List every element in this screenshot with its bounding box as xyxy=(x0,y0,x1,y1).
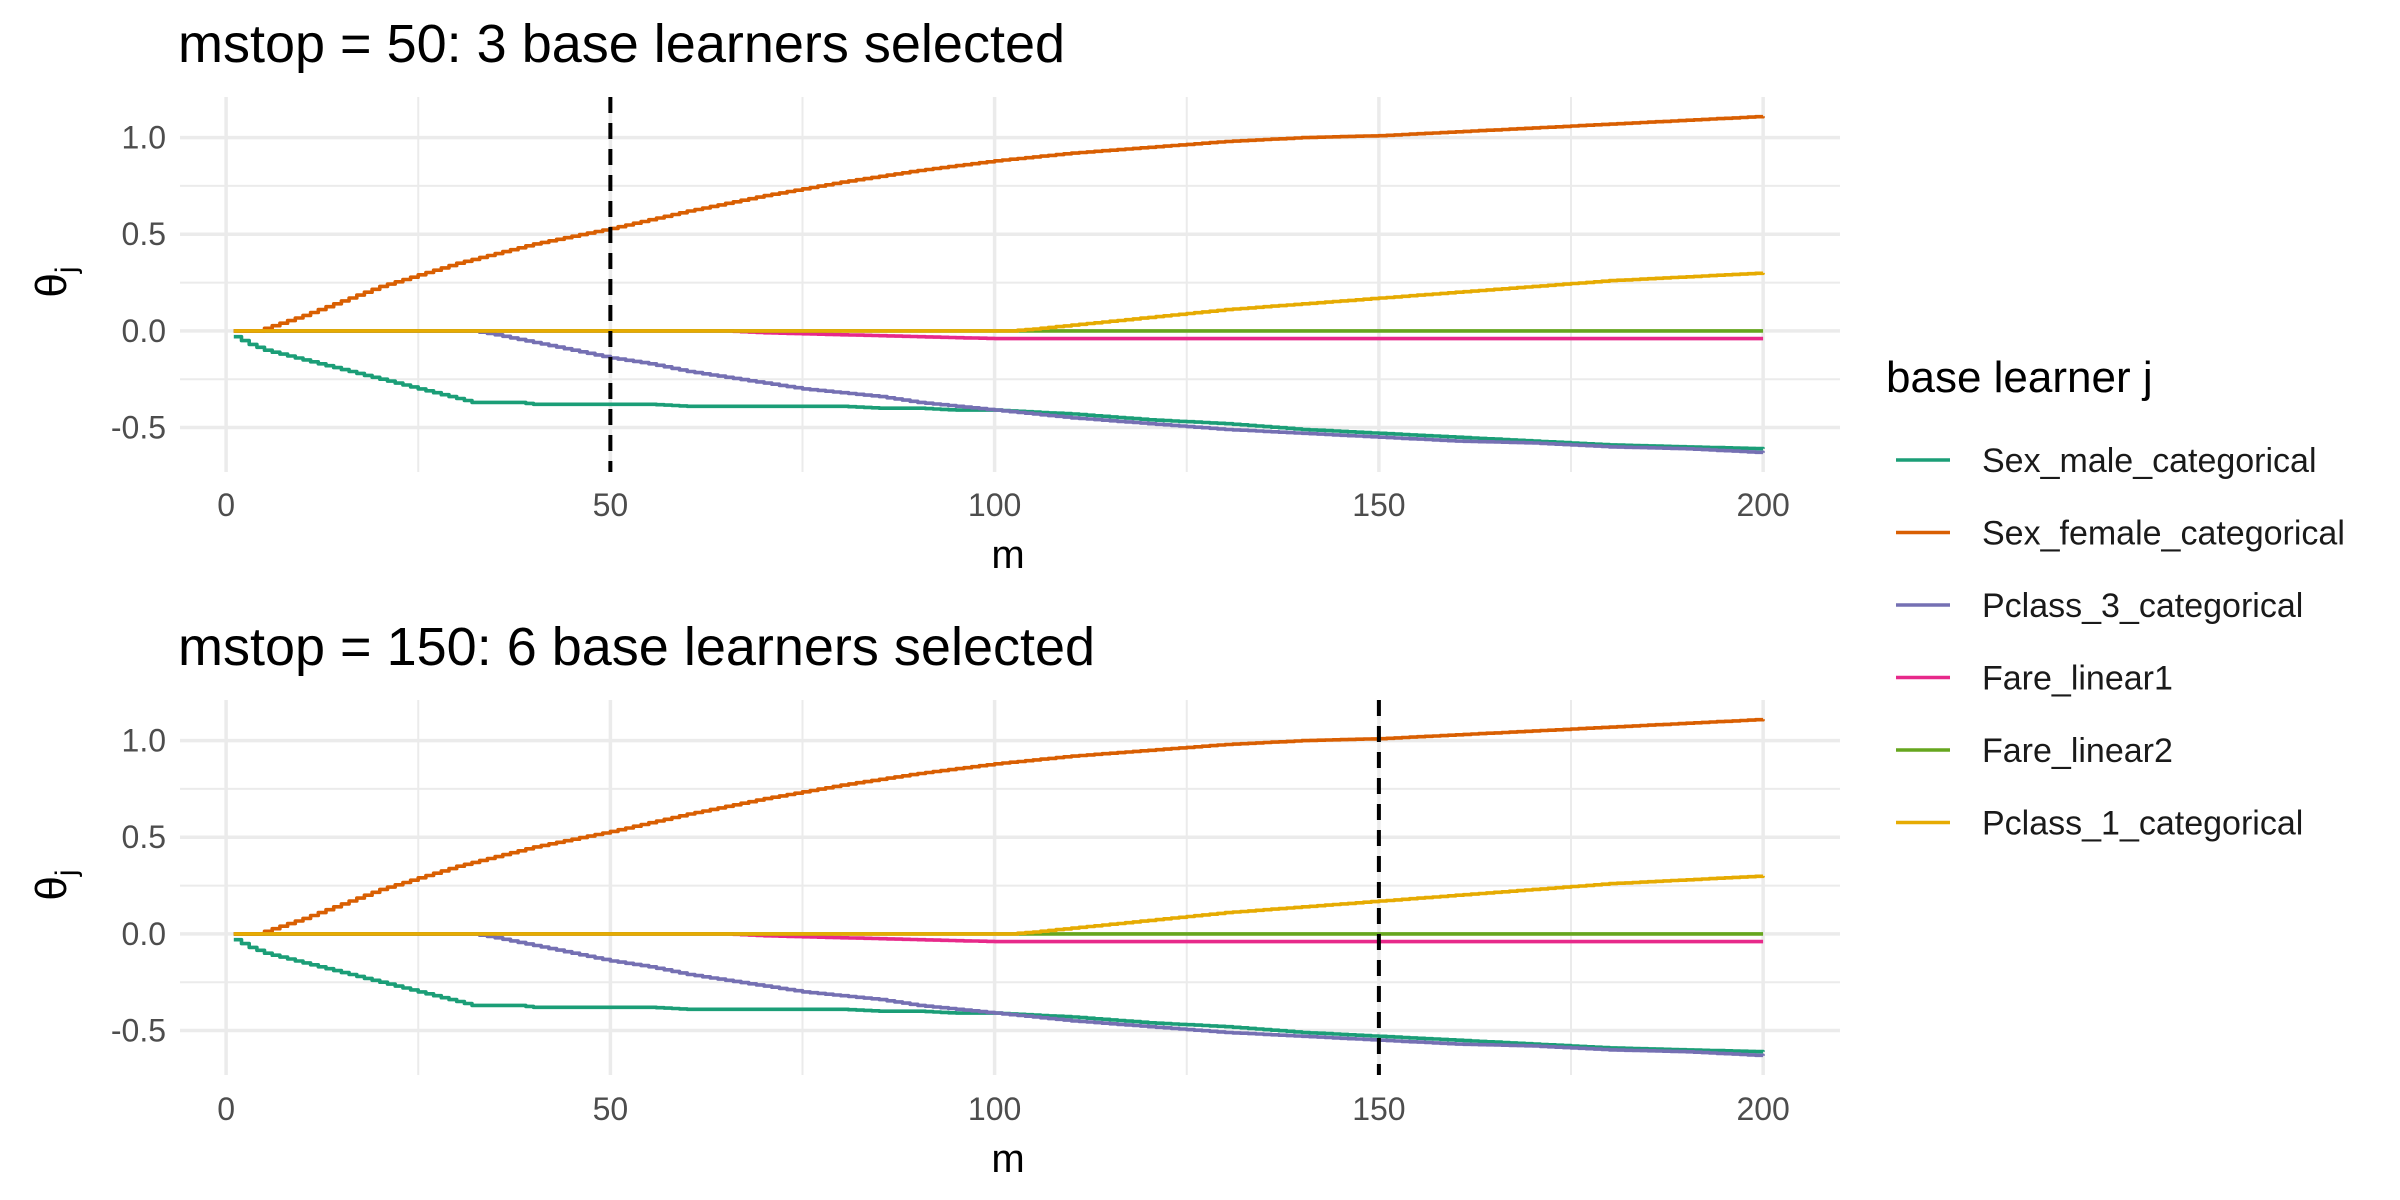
y-tick-label: 1.0 xyxy=(122,120,166,156)
legend-label: Fare_linear1 xyxy=(1982,660,2173,698)
series-line-Pclass_1_categorical xyxy=(233,874,1765,936)
x-tick-label: 200 xyxy=(1736,487,1789,523)
y-tick-label: 0.0 xyxy=(122,313,166,349)
x-tick-label: 100 xyxy=(968,1091,1021,1127)
y-axis-title: θj xyxy=(27,869,83,900)
x-tick-label: 0 xyxy=(217,1091,235,1127)
x-tick-label: 50 xyxy=(593,487,629,523)
panel-mstop-50: mstop = 50: 3 base learners selected 0 50… xyxy=(27,14,1840,577)
y-axis-title-subscript: j xyxy=(50,869,83,877)
series-line-Sex_female_categorical xyxy=(233,717,1765,936)
legend-items: Sex_male_categorical Sex_female_categoric… xyxy=(1896,442,2345,843)
y-tick-label: -0.5 xyxy=(111,1013,166,1049)
series-line-Sex_female_categorical xyxy=(233,114,1765,333)
legend-item: Sex_female_categorical xyxy=(1896,515,2345,553)
legend-item: Pclass_1_categorical xyxy=(1896,805,2303,843)
legend: base learner j Sex_male_categorical Sex_f… xyxy=(1886,353,2345,843)
legend-item: Fare_linear2 xyxy=(1896,732,2173,770)
y-axis-title-main: θ xyxy=(27,273,76,297)
legend-label: Pclass_3_categorical xyxy=(1982,587,2303,625)
grid xyxy=(180,97,1840,472)
legend-item: Fare_linear1 xyxy=(1896,660,2173,698)
x-tick-label: 150 xyxy=(1352,487,1405,523)
y-axis-title-main: θ xyxy=(27,876,76,900)
legend-label: Pclass_1_categorical xyxy=(1982,805,2303,843)
series-line-Pclass_1_categorical xyxy=(233,271,1765,333)
series-layer xyxy=(233,717,1765,1058)
x-tick-label: 200 xyxy=(1736,1091,1789,1127)
x-axis-title: m xyxy=(991,1137,1024,1181)
x-tick-label: 0 xyxy=(217,487,235,523)
tick-labels: 0 50 100 150 200 -0.5 0.0 0.5 1.0 xyxy=(111,120,1790,523)
series-line-Sex_male_categorical xyxy=(233,937,1765,1054)
x-tick-label: 150 xyxy=(1352,1091,1405,1127)
y-tick-label: 1.0 xyxy=(122,723,166,759)
series-line-Pclass_3_categorical xyxy=(233,932,1765,1058)
y-axis-title-subscript: j xyxy=(50,266,83,274)
panel-title: mstop = 50: 3 base learners selected xyxy=(178,14,1065,74)
series-layer xyxy=(233,114,1765,455)
series-line-Pclass_3_categorical xyxy=(233,329,1765,455)
grid xyxy=(180,700,1840,1075)
x-tick-label: 100 xyxy=(968,487,1021,523)
y-tick-label: -0.5 xyxy=(111,410,166,446)
legend-item: Sex_male_categorical xyxy=(1896,442,2317,480)
legend-label: Sex_male_categorical xyxy=(1982,442,2317,480)
x-tick-label: 50 xyxy=(593,1091,629,1127)
legend-title: base learner j xyxy=(1886,353,2153,402)
panel-title: mstop = 150: 6 base learners selected xyxy=(178,617,1095,677)
legend-label: Fare_linear2 xyxy=(1982,732,2173,770)
legend-item: Pclass_3_categorical xyxy=(1896,587,2303,625)
y-tick-label: 0.5 xyxy=(122,819,166,855)
panel-mstop-150: mstop = 150: 6 base learners selected 0 5… xyxy=(27,617,1840,1181)
y-tick-label: 0.5 xyxy=(122,216,166,252)
x-axis-title: m xyxy=(991,533,1024,577)
y-tick-label: 0.0 xyxy=(122,916,166,952)
y-axis-title: θj xyxy=(27,266,83,297)
tick-labels: 0 50 100 150 200 -0.5 0.0 0.5 1.0 xyxy=(111,723,1790,1127)
series-line-Sex_male_categorical xyxy=(233,334,1765,451)
legend-label: Sex_female_categorical xyxy=(1982,515,2345,553)
